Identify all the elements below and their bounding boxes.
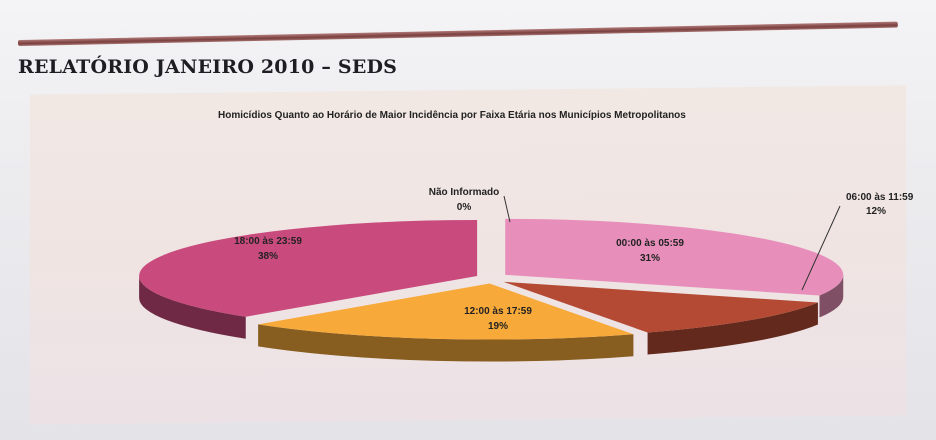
slice-00-06 [505, 218, 844, 318]
label-nao-informado: Não Informado [429, 187, 500, 198]
report-title: RELATÓRIO JANEIRO 2010 – SEDS [18, 56, 398, 78]
value-00-06: 31% [640, 253, 660, 264]
value-12-18: 19% [488, 321, 508, 332]
slice-18-24-side [139, 275, 246, 339]
chart-title: Homicídios Quanto ao Horário de Maior In… [218, 110, 686, 121]
slice-06-12-side [647, 302, 818, 355]
slice-18-24-top [139, 219, 478, 317]
slice-06-12 [503, 281, 818, 355]
slice-12-18-side [258, 324, 634, 362]
leader-line-06-12 [801, 205, 841, 291]
value-06-12: 12% [866, 206, 886, 217]
slice-00-06-side [819, 274, 844, 318]
slice-12-18 [258, 283, 634, 362]
value-18-24: 38% [258, 251, 278, 262]
label-18-24: 18:00 às 23:59 [234, 236, 302, 247]
value-nao-informado: 0% [457, 202, 472, 213]
slice-06-12-top [503, 281, 818, 333]
slice-12-18-top [258, 283, 634, 340]
label-00-06: 00:00 às 05:59 [616, 238, 684, 249]
leader-line-nao-informado [503, 195, 511, 223]
label-12-18: 12:00 às 17:59 [464, 306, 532, 317]
label-06-12: 06:00 às 11:59 [846, 192, 914, 203]
slice-18-24 [139, 219, 478, 339]
slice-00-06-top [505, 218, 844, 296]
